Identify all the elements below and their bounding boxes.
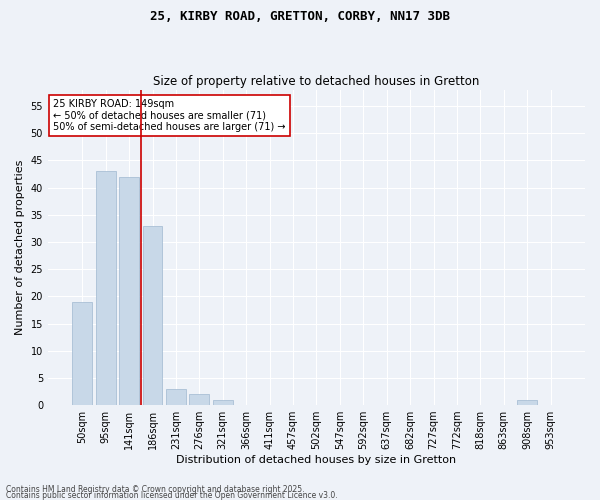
Title: Size of property relative to detached houses in Gretton: Size of property relative to detached ho…	[153, 76, 479, 88]
Text: 25 KIRBY ROAD: 149sqm
← 50% of detached houses are smaller (71)
50% of semi-deta: 25 KIRBY ROAD: 149sqm ← 50% of detached …	[53, 99, 286, 132]
Bar	[213, 400, 233, 405]
Bar	[166, 389, 186, 405]
Y-axis label: Number of detached properties: Number of detached properties	[15, 160, 25, 335]
Bar	[143, 226, 163, 405]
X-axis label: Distribution of detached houses by size in Gretton: Distribution of detached houses by size …	[176, 455, 457, 465]
Bar	[190, 394, 209, 405]
Text: Contains HM Land Registry data © Crown copyright and database right 2025.: Contains HM Land Registry data © Crown c…	[6, 485, 305, 494]
Bar	[96, 171, 116, 405]
Bar	[73, 302, 92, 405]
Text: Contains public sector information licensed under the Open Government Licence v3: Contains public sector information licen…	[6, 490, 338, 500]
Bar	[517, 400, 537, 405]
Text: 25, KIRBY ROAD, GRETTON, CORBY, NN17 3DB: 25, KIRBY ROAD, GRETTON, CORBY, NN17 3DB	[150, 10, 450, 23]
Bar	[119, 176, 139, 405]
